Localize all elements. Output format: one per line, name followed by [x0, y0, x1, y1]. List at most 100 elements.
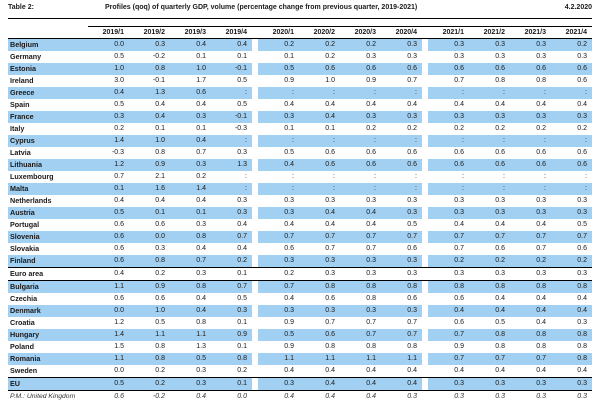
value-cell: : — [381, 183, 422, 195]
value-cell: 1.2 — [88, 159, 129, 171]
country-name: Malta — [8, 183, 88, 195]
value-cell: 0.2 — [536, 125, 546, 132]
value-cell: 0.3 — [129, 39, 170, 51]
value-cell: 0.5 — [88, 378, 129, 390]
table-title: Profiles (qoq) of quarterly GDP, volume … — [105, 4, 418, 11]
value-cell: 0.3 — [510, 111, 551, 123]
value-cell: 0.3 — [536, 53, 546, 60]
value-cell: 1.6 — [129, 183, 170, 195]
table-row: Estonia 1.0 0.8 1.0 -0.1 0.5 0.6 0.6 0.6 0.6 0.6 0.… — [8, 63, 592, 75]
value-cell: 3.0 — [114, 77, 124, 84]
year-group: 0.6 0.6 0.4 0.5 — [88, 293, 252, 305]
value-cell: 1.3 — [211, 159, 252, 171]
value-cell: 0.3 — [536, 197, 546, 204]
value-cell: : — [415, 173, 417, 180]
value-cell: : — [428, 135, 469, 147]
value-cell: 0.7 — [211, 231, 252, 243]
year-group: :::: — [428, 183, 592, 195]
value-cell: 1.7 — [196, 77, 206, 84]
year-group: 0.0 0.2 0.3 0.2 — [88, 365, 252, 377]
value-cell: 1.4 — [88, 135, 129, 147]
value-cell: 0.4 — [114, 270, 124, 277]
value-cell: 0.3 — [495, 197, 505, 204]
table-row: Latvia -0.3 0.8 0.7 0.3 0.5 0.6 0.6 0.6 0.6 0.6 0.6… — [8, 147, 592, 159]
year-group: 0.9 0.8 0.8 0.8 — [428, 341, 592, 353]
year-group: 0.4 1.3 0.6: — [88, 87, 252, 99]
value-cell: 1.3 — [196, 343, 206, 350]
value-cell: 0.3 — [577, 270, 587, 277]
value-cell: 0.3 — [170, 111, 211, 123]
value-cell: 0.9 — [284, 343, 294, 350]
value-cell: 0.1 — [170, 207, 211, 219]
country-name: P.M.: United Kingdom — [10, 393, 76, 400]
value-cell: 0.6 — [551, 159, 592, 171]
year-group: 0.5 0.6 0.6 0.6 — [258, 63, 422, 75]
value-cell: 0.9 — [366, 77, 376, 84]
value-cell: 0.0 — [88, 39, 129, 51]
value-cell: : — [462, 173, 464, 180]
value-cell: 0.6 — [428, 63, 469, 75]
table-row: Austria 0.5 0.1 0.1 0.3 0.3 0.4 0.4 0.3 0.3 0.3 0.3… — [8, 207, 592, 219]
value-cell: 0.4 — [170, 305, 211, 317]
value-cell: 0.7 — [510, 231, 551, 243]
value-cell: 0.2 — [366, 125, 376, 132]
year-group: 0.3 0.4 0.4 0.3 — [258, 207, 422, 219]
row-values: 0.0 0.2 0.3 0.2 0.4 0.4 0.4 0.4 0.4 0.4 0.4 0.4 — [88, 365, 592, 377]
value-cell: 0.1 — [155, 125, 165, 132]
value-cell: : — [469, 135, 510, 147]
row-values: 0.1 1.6 1.4::::::::: — [88, 183, 592, 195]
value-cell: 0.6 — [407, 245, 417, 252]
value-cell: 0.3 — [510, 39, 551, 51]
value-cell: 0.7 — [454, 245, 464, 252]
value-cell: 0.4 — [454, 101, 464, 108]
value-cell: 1.1 — [88, 353, 129, 365]
value-cell: 0.4 — [577, 367, 587, 374]
year-group: 0.7 2.1 0.2: — [88, 171, 252, 183]
value-cell: -0.2 — [152, 53, 165, 60]
country-name: Belgium — [8, 39, 88, 51]
value-cell: 0.3 — [577, 197, 587, 204]
row-values: 0.6 0.6 0.3 0.4 0.4 0.4 0.4 0.5 0.4 0.4 0.4 0.5 — [88, 219, 592, 231]
value-cell: 0.8 — [325, 343, 335, 350]
value-cell: 0.6 — [88, 231, 129, 243]
value-cell: : — [258, 135, 299, 147]
row-values: 0.5 0.1 0.1 0.3 0.3 0.4 0.4 0.3 0.3 0.3 0.3 0.3 — [88, 207, 592, 219]
value-cell: 0.8 — [170, 231, 211, 243]
year-group: 0.1 1.6 1.4: — [88, 183, 252, 195]
value-cell: 0.7 — [299, 231, 340, 243]
table-row: Poland 1.5 0.8 1.3 0.1 0.9 0.8 0.8 0.8 0.9 0.8 0.8 0… — [8, 341, 592, 353]
country-name: Finland — [8, 255, 88, 267]
value-cell: 0.2 — [325, 53, 335, 60]
year-group: :::: — [428, 135, 592, 147]
row-values: 0.6 0.8 0.7 0.2 0.3 0.3 0.3 0.3 0.2 0.2 0.2 0.2 — [88, 255, 592, 267]
value-cell: 0.3 — [340, 255, 381, 267]
value-cell: 0.3 — [428, 111, 469, 123]
country-name: EU — [8, 378, 88, 390]
value-cell: : — [469, 87, 510, 99]
value-cell: 0.6 — [407, 295, 417, 302]
value-cell: 1.1 — [381, 353, 422, 365]
country-name: Czechia — [10, 294, 38, 303]
value-cell: 0.4 — [325, 221, 335, 228]
row-values: 1.5 0.8 1.3 0.1 0.9 0.8 0.8 0.8 0.9 0.8 0.8 0.8 — [88, 341, 592, 353]
value-cell: 0.7 — [258, 281, 299, 293]
value-cell: 0.5 — [237, 101, 247, 108]
quarter-column-headers: 2019/1 2019/2 2019/3 2019/4 2020/1 2020/2 2020… — [88, 26, 592, 39]
value-cell: 0.4 — [454, 367, 464, 374]
country-name: Latvia — [10, 148, 31, 157]
row-values: 0.6 0.0 0.8 0.7 0.7 0.7 0.7 0.7 0.7 0.7 0.7 0.7 — [88, 231, 592, 243]
value-cell: 0.4 — [196, 393, 206, 400]
value-cell: 0.2 — [577, 125, 587, 132]
value-cell: 0.4 — [170, 39, 211, 51]
table-row: Belgium 0.0 0.3 0.4 0.4 0.2 0.2 0.2 0.3 0.3 0.3 0.3… — [8, 39, 592, 51]
value-cell: 0.8 — [428, 281, 469, 293]
value-cell: 0.1 — [237, 319, 247, 326]
value-cell: 0.7 — [428, 329, 469, 341]
year-group: 1.4 1.1 1.1 0.9 — [88, 329, 252, 341]
value-cell: 0.4 — [454, 221, 464, 228]
table-row: Finland 0.6 0.8 0.7 0.2 0.3 0.3 0.3 0.3 0.2 0.2 0.2… — [8, 255, 592, 267]
value-cell: : — [510, 183, 551, 195]
value-cell: 0.2 — [284, 270, 294, 277]
value-cell: 0.4 — [407, 367, 417, 374]
